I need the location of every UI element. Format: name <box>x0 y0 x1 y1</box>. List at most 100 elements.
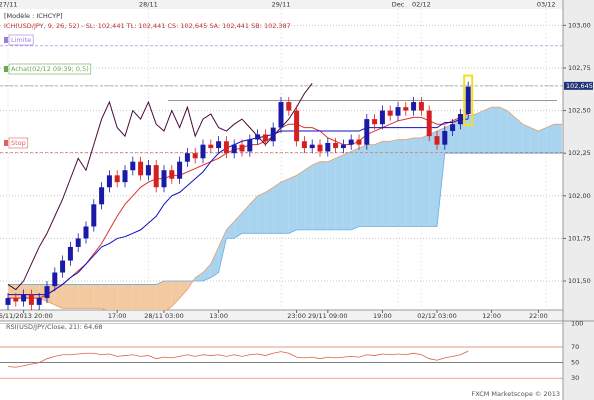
y-tick-label: 102,75 <box>568 64 591 72</box>
x-tick-label: 29/11 09:00 <box>308 312 348 320</box>
cloud-segment <box>421 134 430 227</box>
cloud-segment <box>483 107 492 154</box>
candle-body <box>442 131 448 145</box>
candle-body <box>395 107 401 116</box>
candle-body <box>301 141 307 149</box>
x-tick-label: 22:00 <box>529 312 548 320</box>
candle-body <box>169 170 175 179</box>
cloud-segment <box>125 284 133 310</box>
indicator-legend: ICH(USD/JPY, 9, 26, 52) - SL: 102,441 TL… <box>4 22 291 30</box>
cloud-segment <box>203 263 211 282</box>
indicator-line <box>7 82 313 291</box>
candle-body <box>28 294 34 305</box>
level-label: Limite <box>11 36 31 44</box>
cloud-segment <box>70 284 79 309</box>
cloud-segment <box>296 170 305 230</box>
cloud-segment <box>320 161 328 230</box>
rsi-tick-label: 100 <box>571 320 583 328</box>
candle-body <box>106 175 112 188</box>
candle-body <box>208 144 214 149</box>
x-tick-label: 26/11/2013 20:00 <box>0 312 53 320</box>
candle-body <box>239 144 245 152</box>
x-tick-label: 13:00 <box>209 312 228 320</box>
candle-body <box>36 298 42 305</box>
candle-body <box>91 204 97 227</box>
top-date-label: 28/11 <box>139 1 158 9</box>
cloud-segment <box>515 117 523 154</box>
candle-body <box>450 124 456 132</box>
highlight-box <box>463 74 474 127</box>
rsi-tick-label: 70 <box>571 343 579 351</box>
date-band <box>0 0 563 9</box>
cloud-segment <box>366 144 375 227</box>
cloud-segment <box>234 212 242 239</box>
candle-body <box>270 127 276 142</box>
cloud-segment <box>343 151 352 230</box>
y-tick-label: 101,50 <box>568 277 591 285</box>
candle-body <box>247 139 253 152</box>
cloud-segment <box>132 284 141 310</box>
candle-body <box>372 119 378 125</box>
cloud-segment <box>374 141 383 227</box>
cloud-segment <box>530 127 539 154</box>
price-axis-band <box>563 0 594 400</box>
model-label: [Modèle : ICHCYP] <box>4 12 63 20</box>
top-date-label: 27/11 <box>0 1 17 9</box>
x-tick-label: 02/12 03:00 <box>417 312 457 320</box>
rsi-tick-label: 30 <box>571 374 579 382</box>
candle-body <box>457 113 463 125</box>
candle-body <box>184 153 190 162</box>
cloud-segment <box>109 284 118 310</box>
candle-body <box>255 134 261 140</box>
cloud-segment <box>546 124 554 154</box>
time-axis-band <box>0 310 563 321</box>
cloud-segment <box>312 161 320 230</box>
level-label-box <box>8 34 34 46</box>
candle-body <box>13 298 19 302</box>
cloud-segment <box>156 281 164 310</box>
candle-body <box>333 142 339 149</box>
cloud-segment <box>218 229 227 273</box>
top-date-label: 29/11 <box>272 1 291 9</box>
candle-body <box>44 286 50 299</box>
cloud-segment <box>62 284 71 309</box>
level-swatch <box>4 140 8 146</box>
cloud-segment <box>257 192 266 234</box>
candle-body <box>379 110 385 125</box>
cloud-segment <box>390 139 398 227</box>
candle-body <box>434 136 440 145</box>
cloud-segment <box>351 148 359 230</box>
candle-body <box>309 144 315 149</box>
x-tick-label: 28/11 03:00 <box>144 312 184 320</box>
y-tick-label: 101,75 <box>568 234 591 242</box>
cloud-segment <box>78 284 86 309</box>
cloud-segment <box>468 113 476 154</box>
level-label: Stop <box>11 139 26 147</box>
cloud-segment <box>54 284 63 309</box>
cloud-segment <box>281 178 289 234</box>
candle-body <box>130 161 136 171</box>
level-label-box <box>8 63 92 75</box>
span-b-line <box>8 152 562 285</box>
candle-body <box>114 175 120 183</box>
candle-body <box>161 170 167 188</box>
candle-body <box>325 142 331 152</box>
candle-body <box>364 119 370 145</box>
cloud-segment <box>335 154 344 230</box>
cloud-segment <box>226 221 235 239</box>
top-date-label: 03/12 <box>537 1 556 9</box>
candle-body <box>5 298 11 305</box>
candle-body <box>403 107 409 111</box>
x-tick-label: 23:00 <box>287 312 306 320</box>
candle-body <box>340 144 346 149</box>
top-date-label: Dec <box>392 1 405 9</box>
candle-body <box>231 144 237 154</box>
cloud-segment <box>327 158 336 230</box>
cloud-segment <box>398 139 406 227</box>
cloud-segment <box>507 110 515 154</box>
candle-body <box>262 134 268 142</box>
level-label-box <box>8 137 29 149</box>
cloud-segment <box>476 110 484 154</box>
cloud-segment <box>499 107 508 154</box>
